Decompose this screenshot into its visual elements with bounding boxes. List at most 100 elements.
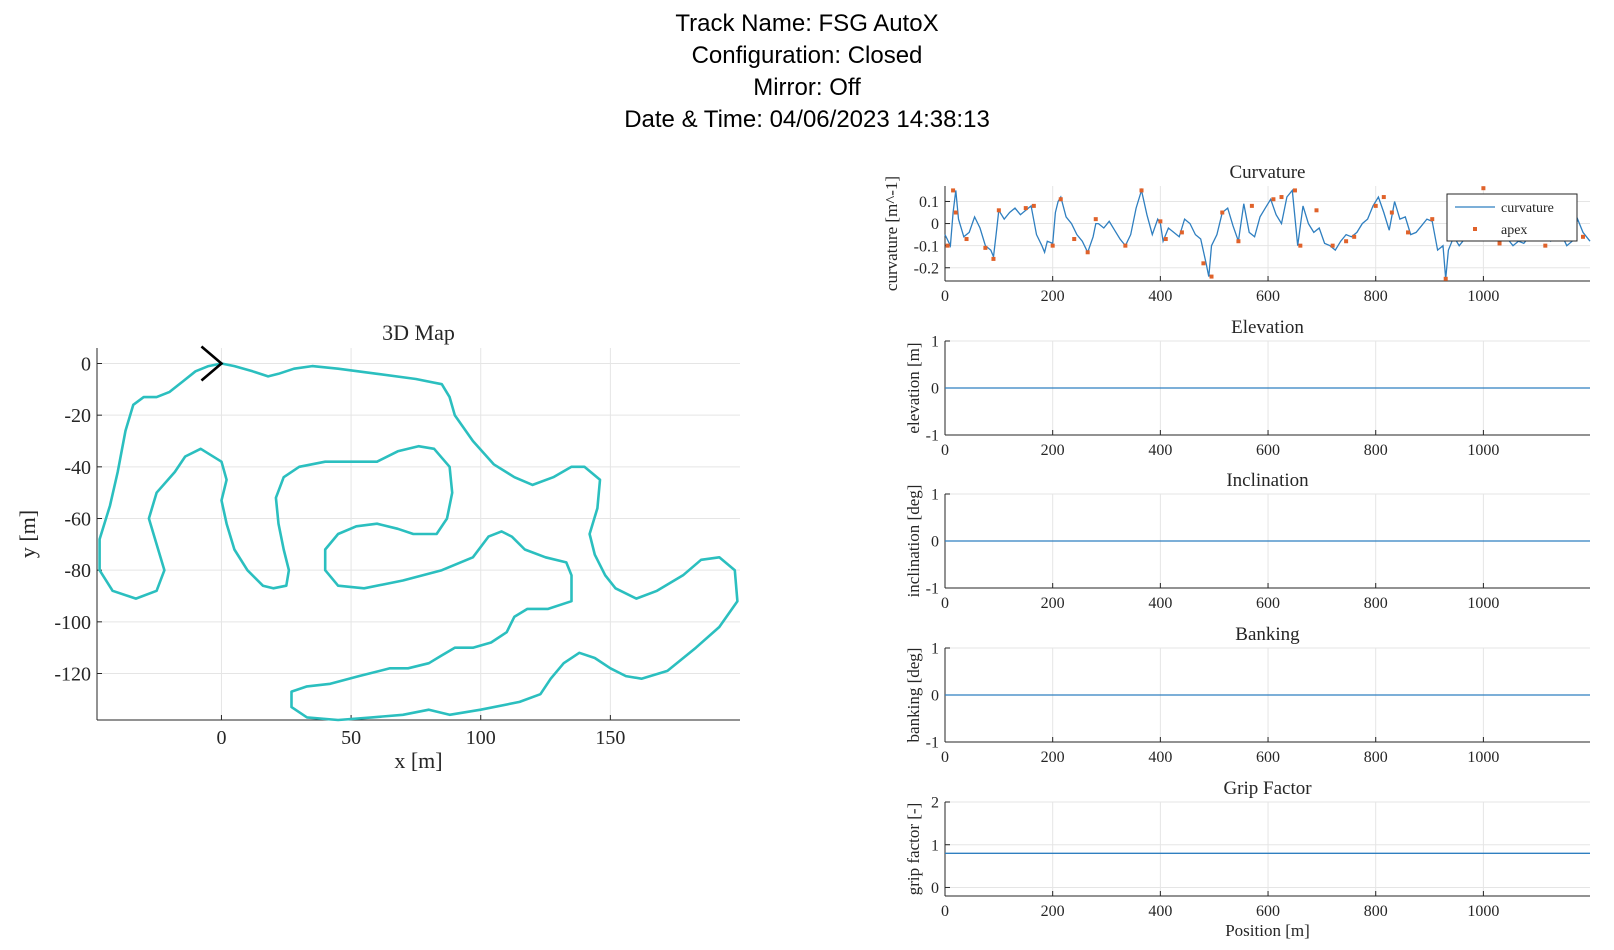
figure-title: Track Name: FSG AutoX Configuration: Clo… [0, 8, 1614, 136]
elevation-axes: 0 200 400 600 800 100010-1Elevationelevation … [904, 317, 1590, 459]
apex-point [1163, 237, 1168, 242]
mirror: Mirror: Off [753, 74, 861, 101]
apex-point [983, 245, 988, 250]
legend-curvature-label: curvature [1501, 201, 1554, 216]
x-tick-label: 800 [1364, 749, 1388, 766]
apex-point [1249, 203, 1254, 208]
apex-point [1381, 195, 1386, 200]
axes-title: 3D Map [382, 320, 455, 345]
inclination-axes: 0 200 400 600 800 100010-1Inclinationinclinat… [904, 470, 1590, 612]
x-tick-label: 0 [941, 749, 949, 766]
y-tick-label: 1 [931, 837, 939, 854]
apex-point [1271, 197, 1276, 202]
y-tick-label: -80 [64, 560, 91, 582]
x-tick-label: 0 [941, 288, 949, 305]
y-tick-label: 0.1 [919, 194, 939, 211]
track-name: Track Name: FSG AutoX [675, 10, 939, 37]
apex-point [1050, 243, 1055, 248]
y-tick-label: 2 [931, 795, 939, 812]
y-tick-label: -1 [926, 735, 939, 752]
x-axis-label: x [m] [394, 748, 442, 773]
apex-point [1406, 230, 1411, 235]
x-tick-label: 600 [1256, 595, 1280, 612]
x-tick-label: 100 [466, 727, 496, 749]
x-tick-label: 0 [941, 903, 949, 920]
y-tick-label: 0 [81, 354, 91, 376]
x-tick-label: 400 [1148, 595, 1172, 612]
apex-point [1292, 188, 1297, 193]
axes-title: Banking [1235, 624, 1300, 645]
apex-point [996, 208, 1001, 213]
date-time: Date & Time: 04/06/2023 14:38:13 [624, 106, 990, 133]
x-tick-label: 200 [1041, 903, 1065, 920]
axes-title: Inclination [1226, 470, 1309, 491]
track-line [98, 362, 739, 722]
y-axis-label: y [m] [15, 510, 40, 558]
x-tick-label: 600 [1256, 288, 1280, 305]
x-tick-label: 800 [1364, 595, 1388, 612]
y-axis-label: grip factor [-] [904, 803, 923, 896]
apex-point [1497, 241, 1502, 246]
y-tick-label: 1 [931, 641, 939, 658]
legend: curvature apex [1446, 193, 1578, 242]
apex-point [1344, 239, 1349, 244]
y-tick-label: 1 [931, 334, 939, 351]
y-tick-label: 0 [931, 216, 939, 233]
x-tick-label: 0 [216, 727, 226, 749]
y-tick-label: 1 [931, 487, 939, 504]
axes-title: Elevation [1231, 317, 1304, 338]
apex-point [1352, 234, 1357, 239]
apex-point [1220, 210, 1225, 215]
curvature-axes: 0 200 400 600 800 1000 0.1 0 -0.1 -0.2 Curvature cu… [882, 162, 1591, 305]
apex-point [1031, 203, 1036, 208]
y-tick-label: -120 [54, 664, 91, 686]
apex-point [1373, 203, 1378, 208]
legend-box [1446, 193, 1578, 242]
apex-point [1072, 237, 1077, 242]
apex-point [1209, 274, 1214, 279]
x-tick-label: 150 [595, 727, 625, 749]
x-tick-label: 200 [1041, 595, 1065, 612]
apex-point [1139, 188, 1144, 193]
y-tick-label: -20 [64, 405, 91, 427]
x-tick-label: 400 [1148, 903, 1172, 920]
apex-point [951, 188, 956, 193]
3d-map-axes: 0 50 100 150 0 -20 -40 -60 -80 -100 -120 3D Map x [m… [15, 320, 740, 773]
apex-point [1314, 208, 1319, 213]
apex-point [1543, 243, 1548, 248]
apex-point [1330, 243, 1335, 248]
x-tick-label: 200 [1041, 442, 1065, 459]
x-tick-label: 600 [1256, 442, 1280, 459]
apex-point [1481, 186, 1486, 191]
apex-point [1430, 217, 1435, 222]
axes-title: Curvature [1230, 162, 1306, 183]
apex-point [1093, 217, 1098, 222]
apex-point [1058, 197, 1063, 202]
apex-point [1581, 234, 1586, 239]
y-tick-label: -100 [54, 612, 91, 634]
x-tick-label: 1000 [1467, 595, 1499, 612]
apex-point [1123, 243, 1128, 248]
axes-title: Grip Factor [1223, 778, 1312, 799]
apex-point [1158, 219, 1163, 224]
apex-point [991, 256, 996, 261]
start-arrow-marker [200, 345, 224, 382]
apex-point [1236, 239, 1241, 244]
x-axis-label: Position [m] [1225, 921, 1310, 940]
y-axis-label: inclination [deg] [904, 485, 923, 598]
x-tick-label: 1000 [1467, 288, 1499, 305]
apex-point [1279, 195, 1284, 200]
apex-point [1023, 206, 1028, 211]
x-tick-label: 400 [1148, 442, 1172, 459]
x-tick-label: 400 [1148, 288, 1172, 305]
x-tick-label: 200 [1041, 288, 1065, 305]
x-tick-label: 50 [341, 727, 361, 749]
y-tick-label: -0.1 [914, 238, 939, 255]
apex-point [1201, 261, 1206, 266]
legend-apex-swatch [1473, 227, 1477, 231]
x-tick-label: 800 [1364, 442, 1388, 459]
y-tick-label: 0 [931, 688, 939, 705]
grip-factor-axes: 0 200 400 600 800 1000 2 1 0 Grip Factor Position … [904, 778, 1590, 940]
